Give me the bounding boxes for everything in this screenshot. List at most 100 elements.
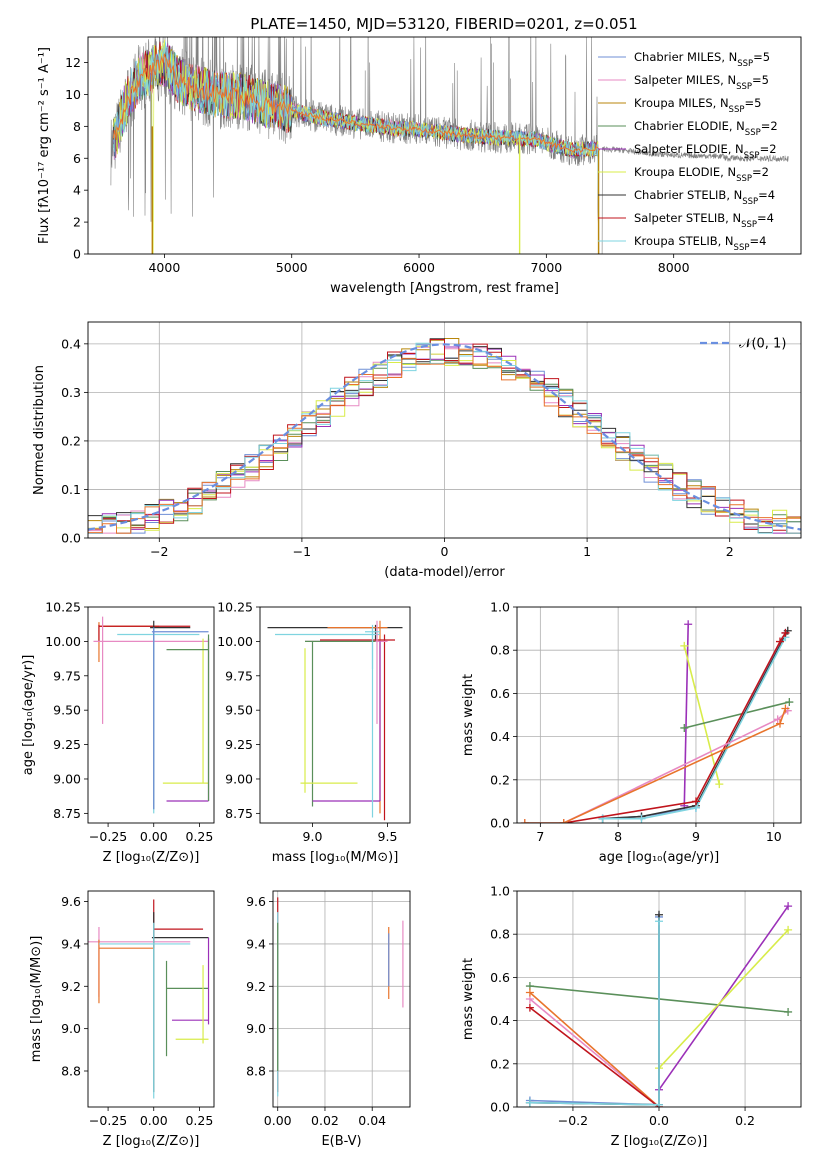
y-tick-label: 0.6 [490,970,510,985]
x-tick-label: 7000 [530,260,562,275]
y-tick-label: 9.4 [246,936,266,951]
panel-weight_vs_age: 7 8 9 10 0.0 0.2 0.4 0.6 0.8 1.0 age [log₁₀(age/yr… [461,600,802,865]
y-tick-label: 0.3 [61,385,81,400]
data-point [691,797,700,806]
x-tick-label: 0.25 [185,1113,213,1128]
y-tick-label: 9.0 [246,1021,266,1036]
y-axis-label: Normed distribution [32,365,47,495]
legend-entry: Salpeter STELIB, NSSP=4 [634,211,774,230]
axes-frame [272,890,411,1108]
data-point [784,925,793,934]
data-point [559,819,568,823]
panel-spectrum: 4000 5000 6000 7000 8000 0 2 4 6 8 10 12 wavelength … [37,36,802,296]
series-orange-model [113,53,601,153]
legend-entry: Kroupa MILES, NSSP=5 [634,96,761,115]
data-point [525,1098,534,1107]
data-point [684,620,693,629]
x-tick-label: 7 [536,829,544,844]
data-point [680,723,689,732]
y-axis-label: age [log₁₀(age/yr)] [21,655,36,776]
x-tick-label: 1 [583,544,591,559]
x-tick-label: 0.0 [649,1113,669,1128]
legend-entry: Kroupa ELODIE, NSSP=2 [634,165,769,184]
y-tick-label: 10.00 [45,634,81,649]
x-tick-label: 0.04 [358,1113,386,1128]
series-kroupa-elodie [658,929,789,1069]
x-tick-label: 2 [726,544,734,559]
y-tick-label: 0.4 [490,1013,510,1028]
data-point [655,917,663,926]
y-tick-label: 8.8 [246,1064,266,1079]
x-axis-label: Z [log₁₀(Z/Z⊙)] [103,850,200,865]
series-salpeter-miles [524,710,789,823]
data-point [781,628,790,637]
y-axis-label: mass weight [461,674,476,756]
series-kroupa-stelib [529,921,660,1106]
plot-area [88,322,801,538]
y-tick-label: 8.75 [53,806,81,821]
y-tick-label: 9.00 [225,771,253,786]
axes-frame [259,606,411,824]
normal-curve [88,343,801,531]
x-tick-label: 0.25 [185,829,213,844]
y-tick-label: 0.2 [490,1056,510,1071]
data-point [680,641,689,650]
y-tick-label: 0.0 [490,1100,510,1115]
x-tick-label: 0.2 [735,1113,755,1128]
plot-area [517,607,801,823]
y-axis-label: mass weight [461,958,476,1040]
y-tick-label: 6 [73,151,81,166]
data-point [784,902,793,911]
series-orange [529,991,660,1107]
y-tick-label: 0.8 [490,643,510,658]
legend-entry: Kroupa STELIB, NSSP=4 [634,234,766,253]
y-tick-label: 4 [73,183,81,198]
y-tick-label: 9.6 [246,894,266,909]
x-tick-label: −0.25 [89,1113,127,1128]
y-tick-label: 2 [73,215,81,230]
y-tick-label: 9.6 [61,894,81,909]
series-orange [524,708,787,823]
y-tick-label: 0.4 [61,336,81,351]
series-kroupa-elodie [683,645,721,785]
y-axis-label: Flux [fλ10⁻¹⁷ erg cm⁻² s⁻¹ A⁻¹] [37,47,52,244]
data-point [637,814,646,823]
x-tick-label: 5000 [276,260,308,275]
y-tick-label: 9.25 [53,737,81,752]
x-tick-label: −0.25 [89,829,127,844]
y-tick-label: 9.4 [61,936,81,951]
y-tick-label: 9.75 [53,668,81,683]
y-tick-label: 8 [73,119,81,134]
y-tick-label: 10.00 [217,634,253,649]
x-axis-label: age [log₁₀(age/yr)] [599,850,720,865]
x-tick-label: 0.00 [140,1113,168,1128]
x-tick-label: 9.5 [378,829,398,844]
x-tick-label: 0.02 [311,1113,339,1128]
data-point [715,780,724,789]
series-chabrier-miles [529,916,660,1106]
series-kroupa-stelib [113,41,600,254]
x-tick-label: 8 [614,829,622,844]
data-point [784,1007,793,1016]
x-tick-label: 0 [441,544,449,559]
plot-area [93,616,210,814]
y-tick-label: 10.25 [45,600,81,615]
y-tick-label: 9.75 [225,668,253,683]
series-salpeter-elodie [683,624,689,806]
y-tick-label: 0.8 [490,927,510,942]
y-tick-label: 0.6 [490,686,510,701]
data-point [525,988,534,997]
y-tick-label: 12 [65,55,81,70]
y-tick-label: 10.25 [217,600,253,615]
hist-salpeter-elodie [88,346,801,534]
legend-entry: Salpeter MILES, NSSP=5 [634,73,769,92]
legend-entry: Chabrier STELIB, NSSP=4 [634,188,775,207]
data-point [525,1003,534,1012]
x-tick-label: 8000 [658,260,690,275]
axes-frame [87,321,802,539]
y-tick-label: 0.4 [490,729,510,744]
axes-frame [87,890,215,1108]
x-tick-label: 6000 [403,260,435,275]
x-tick-label: 0.00 [140,829,168,844]
x-tick-label: 9.0 [303,829,323,844]
